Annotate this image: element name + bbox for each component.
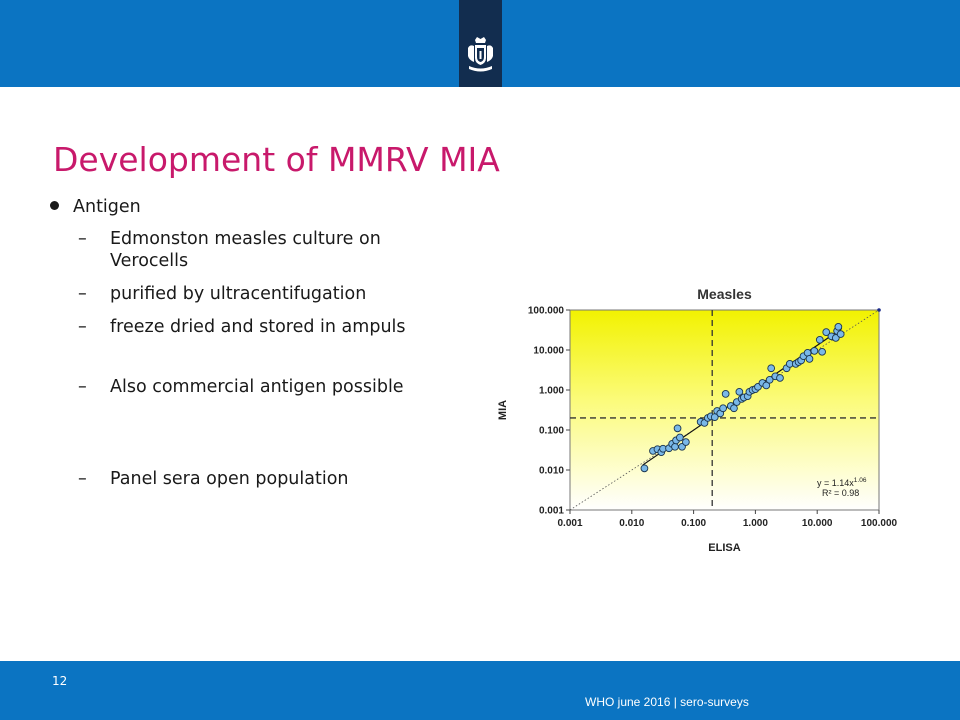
regression-equation: y = 1.14x1.06 xyxy=(817,477,867,488)
x-tick-label: 1.000 xyxy=(743,518,768,529)
x-tick-label: 0.100 xyxy=(681,518,706,529)
chart-svg: 0.001 0.010 0.100 1.000 10.000 100.000 100.000… xyxy=(497,286,898,554)
dash-icon: – xyxy=(78,317,87,337)
x-axis-label: ELISA xyxy=(708,542,740,554)
data-point xyxy=(831,334,840,342)
bullet-item-antigen: Antigen xyxy=(50,196,141,218)
bullet-label: Antigen xyxy=(73,197,141,217)
data-point xyxy=(735,387,744,396)
data-point xyxy=(762,381,771,390)
y-tick-label: 0.001 xyxy=(539,506,564,517)
dash-icon: – xyxy=(78,469,87,489)
data-point xyxy=(682,438,690,446)
data-point xyxy=(818,347,826,356)
dash-icon: – xyxy=(78,377,87,397)
data-point xyxy=(719,404,727,413)
x-tick-label: 0.010 xyxy=(619,518,644,529)
x-tick-label: 100.000 xyxy=(861,518,898,529)
measles-chart: 0.001 0.010 0.100 1.000 10.000 100.000 100.000… xyxy=(490,280,910,570)
sub-item-text: freeze dried and stored in ampuls xyxy=(110,317,406,337)
x-tick-label: 10.000 xyxy=(802,518,833,529)
data-point xyxy=(676,433,684,442)
data-point xyxy=(815,335,824,344)
equation-exponent: 1.06 xyxy=(854,477,867,484)
government-logo-block xyxy=(459,0,502,87)
equation-base: y = 1.14x xyxy=(817,478,854,488)
x-tick-label: 0.001 xyxy=(557,518,582,529)
y-tick-label: 10.000 xyxy=(533,346,564,357)
data-point xyxy=(730,404,738,413)
footer-text: WHO june 2016 | sero-surveys xyxy=(585,695,749,709)
y-tick-label: 100.000 xyxy=(528,306,565,317)
dash-icon: – xyxy=(78,284,87,304)
bullet-dot-icon xyxy=(50,201,59,210)
y-tick-label: 0.010 xyxy=(539,466,564,477)
sub-item-text: Also commercial antigen possible xyxy=(110,377,404,397)
data-point xyxy=(834,322,843,331)
sub-item-text: Edmonston measles culture on Verocells xyxy=(110,229,381,271)
bottom-footer-bar xyxy=(0,661,960,720)
coat-of-arms-icon xyxy=(468,37,493,72)
data-point xyxy=(673,424,682,433)
sub-item-text: purified by ultracentifugation xyxy=(110,284,367,304)
data-point xyxy=(671,442,679,451)
y-axis-label: MIA xyxy=(497,400,509,420)
dash-icon: – xyxy=(78,229,87,249)
data-point xyxy=(767,364,776,373)
data-point xyxy=(776,374,784,382)
data-point xyxy=(640,464,649,473)
chart-title: Measles xyxy=(697,286,752,302)
identity-line-end-marker xyxy=(877,308,881,312)
data-point xyxy=(810,347,819,355)
r-squared: R² = 0.98 xyxy=(822,488,859,498)
slide-title: Development of MMRV MIA xyxy=(53,140,500,179)
data-point xyxy=(836,330,845,338)
page-number: 12 xyxy=(52,674,68,688)
data-point xyxy=(721,390,730,398)
y-tick-label: 0.100 xyxy=(539,426,564,437)
data-point xyxy=(765,375,774,384)
y-tick-label: 1.000 xyxy=(539,386,564,397)
data-point xyxy=(805,355,814,363)
data-point xyxy=(822,328,831,336)
sub-item-text: Panel sera open population xyxy=(110,469,349,489)
